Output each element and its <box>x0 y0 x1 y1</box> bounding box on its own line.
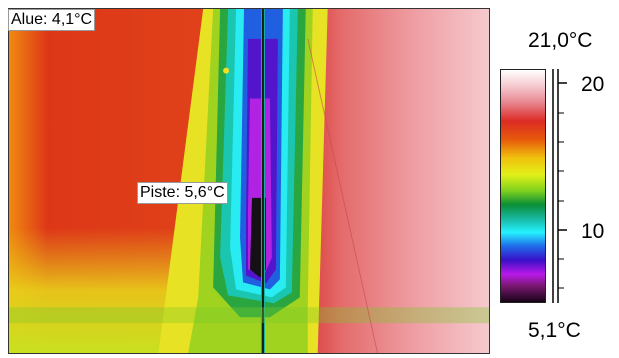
thermal-image <box>8 8 490 354</box>
scale-max-label: 21,0°C <box>528 29 593 52</box>
tick-label-20: 20 <box>581 73 604 96</box>
temperature-color-scale <box>500 69 546 303</box>
scale-min-label: 5,1°C <box>528 319 581 342</box>
spot-measurement-label: Piste: 5,6°C <box>137 182 228 204</box>
area-measurement-label: Alue: 4,1°C <box>8 9 96 31</box>
tick-marks <box>558 82 567 289</box>
tick-label-10: 10 <box>581 220 604 243</box>
scale-ticks: 20 10 <box>552 69 604 303</box>
